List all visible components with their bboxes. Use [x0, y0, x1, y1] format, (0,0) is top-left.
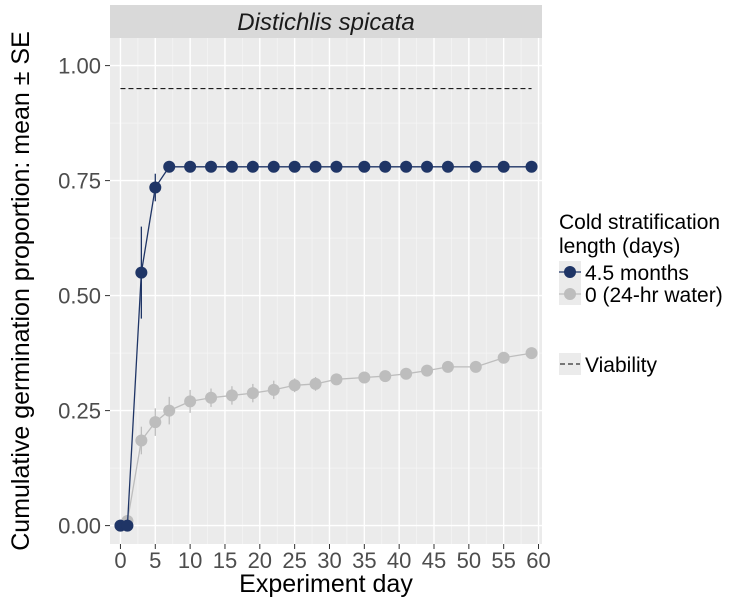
data-point [267, 160, 280, 173]
y-tick-label: 0.75 [58, 169, 101, 194]
data-point [246, 160, 259, 173]
x-axis: 0 5 10 15 20 25 30 35 40 45 50 55 60 [114, 544, 551, 573]
data-point [288, 379, 301, 392]
data-point [149, 181, 162, 194]
data-point [205, 391, 218, 404]
data-point [163, 160, 176, 173]
data-point [400, 160, 413, 173]
data-point [379, 160, 392, 173]
data-point [135, 434, 148, 447]
data-point [225, 389, 238, 402]
series-24hr-water [114, 347, 538, 532]
x-tick-label: 35 [352, 548, 376, 573]
facet-strip [110, 5, 542, 38]
data-point [400, 367, 413, 380]
series-layer [114, 160, 538, 532]
data-point [184, 160, 197, 173]
x-tick-label: 20 [248, 548, 272, 573]
legend-key-24hr-water [564, 288, 576, 300]
x-tick-label: 30 [317, 548, 341, 573]
data-point [309, 377, 322, 390]
data-point [358, 371, 371, 384]
grid-major [110, 38, 542, 544]
x-tick-label: 40 [387, 548, 411, 573]
data-point [288, 160, 301, 173]
data-point [121, 519, 134, 532]
legend-label-4-5-months: 4.5 months [585, 262, 689, 285]
data-point [135, 266, 148, 279]
y-tick-label: 0.25 [58, 399, 101, 424]
data-point [163, 404, 176, 417]
y-tick-label: 1.00 [58, 54, 101, 79]
facet-title: Distichlis spicata [237, 9, 414, 36]
data-point [205, 160, 218, 173]
data-point [330, 160, 343, 173]
x-tick-label: 60 [526, 548, 550, 573]
legend-label-viability: Viability [585, 354, 657, 377]
data-point [497, 351, 510, 364]
data-point [309, 160, 322, 173]
plot-panel [110, 38, 542, 544]
y-axis: 0.00 0.25 0.50 0.75 1.00 [58, 54, 110, 539]
data-point [469, 160, 482, 173]
data-point [184, 395, 197, 408]
data-point [149, 416, 162, 429]
data-point [267, 383, 280, 396]
data-point [497, 160, 510, 173]
data-point [225, 160, 238, 173]
series-4-5-months [114, 160, 538, 532]
x-tick-label: 10 [178, 548, 202, 573]
data-point [421, 160, 434, 173]
data-point [525, 347, 538, 360]
y-tick-label: 0.50 [58, 284, 101, 309]
data-point [441, 160, 454, 173]
x-tick-label: 45 [422, 548, 446, 573]
data-point [330, 373, 343, 386]
grid-minor [110, 38, 542, 544]
data-point [441, 360, 454, 373]
x-tick-label: 25 [282, 548, 306, 573]
legend-label-24hr-water: 0 (24-hr water) [585, 284, 723, 307]
legend: Cold stratification length (days) 4.5 mo… [559, 211, 723, 377]
y-axis-title: Cumulative germination proportion: mean … [7, 31, 35, 551]
data-point [246, 387, 259, 400]
legend-title-line-1: Cold stratification [559, 211, 720, 234]
x-tick-label: 15 [213, 548, 237, 573]
legend-title-line-2: length (days) [559, 235, 680, 258]
x-tick-label: 55 [491, 548, 515, 573]
data-point [358, 160, 371, 173]
data-point [525, 160, 538, 173]
legend-key-4-5-months [564, 266, 576, 278]
data-point [421, 364, 434, 377]
y-tick-label: 0.00 [58, 514, 101, 539]
x-axis-title: Experiment day [239, 570, 413, 598]
x-tick-label: 50 [457, 548, 481, 573]
data-point [469, 360, 482, 373]
x-tick-label: 0 [114, 548, 126, 573]
x-tick-label: 5 [149, 548, 161, 573]
data-point [379, 370, 392, 383]
